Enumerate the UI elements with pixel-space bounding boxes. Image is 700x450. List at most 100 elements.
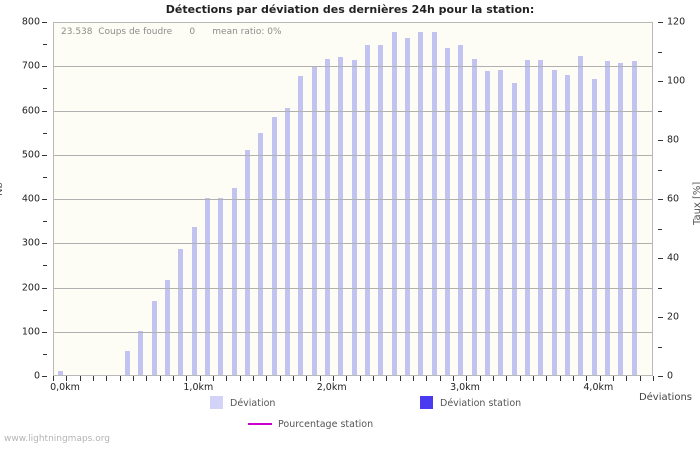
bar-series-deviation	[54, 23, 652, 375]
x-axis-tick	[399, 376, 401, 381]
bar	[58, 370, 64, 375]
bar	[151, 300, 157, 375]
legend-swatch	[210, 396, 223, 409]
x-axis-tick-label: 0,0km	[50, 382, 80, 393]
grid-line	[54, 199, 652, 200]
x-axis-tick	[146, 376, 148, 381]
bar	[631, 60, 637, 375]
bar	[271, 117, 277, 375]
chart-annotation: 23.538 Coups de foudre 0 mean ratio: 0%	[61, 27, 282, 37]
x-axis-tick-label: 3,0km	[450, 382, 480, 393]
x-axis-tick	[386, 376, 388, 381]
bar	[564, 75, 570, 375]
bar	[578, 56, 584, 375]
y-axis-left-minor-tick	[43, 88, 47, 90]
y-axis-left-tick	[42, 199, 47, 200]
y-axis-left-tick	[42, 154, 47, 156]
bar	[458, 45, 464, 375]
chart-legend: Déviation Déviation station Pourcentage st…	[0, 392, 700, 437]
x-axis-tick	[213, 376, 214, 381]
x-axis-tick	[359, 376, 361, 381]
x-axis-tick	[439, 376, 441, 381]
x-axis-tick	[333, 376, 334, 381]
x-axis-title: Déviations	[638, 392, 692, 403]
y-axis-right-minor-tick	[658, 228, 662, 230]
bar	[618, 63, 624, 375]
y-axis-left-tick	[42, 331, 47, 333]
y-axis-right-tick	[658, 317, 663, 318]
bar	[244, 150, 250, 375]
y-axis-left-tick	[42, 22, 47, 23]
y-axis-left-tick-label: 800	[21, 16, 40, 28]
bar	[218, 198, 224, 375]
y-axis-left-tick	[42, 243, 47, 245]
x-axis-tick	[493, 376, 494, 381]
y-axis-right-minor-tick	[658, 169, 662, 171]
bar	[311, 66, 317, 375]
y-axis-left-tick-label: 200	[21, 282, 40, 293]
x-axis-tick	[266, 376, 268, 381]
x-axis-tick	[239, 376, 241, 381]
y-axis-left-minor-tick	[43, 353, 47, 355]
x-axis-tick	[599, 376, 601, 381]
bar	[551, 69, 557, 375]
x-axis-tick	[533, 376, 534, 381]
x-axis-tick	[226, 376, 228, 381]
x-axis-tick	[133, 376, 134, 381]
x-axis-tick	[159, 376, 161, 381]
bar	[444, 47, 450, 375]
x-axis-tick	[186, 376, 188, 381]
bar	[258, 132, 264, 375]
y-axis-left-minor-tick	[43, 265, 47, 267]
bar	[231, 188, 237, 375]
plot-area: 23.538 Coups de foudre 0 mean ratio: 0%	[53, 22, 653, 376]
bar	[124, 350, 130, 375]
bar	[431, 32, 437, 375]
bar	[164, 279, 170, 375]
y-axis-left-tick-label: 400	[21, 193, 40, 205]
y-axis-left-tick-label: 300	[21, 237, 40, 249]
x-axis-tick	[626, 376, 628, 381]
y-axis-left-tick-label: 600	[21, 105, 40, 116]
y-axis-right-tick-label: 120	[667, 16, 686, 28]
x-axis-tick	[506, 376, 508, 381]
bar	[524, 59, 530, 375]
x-axis-tick	[93, 376, 94, 381]
y-axis-right-tick-label: 40	[667, 252, 680, 264]
x-axis-tick-label: 4,0km	[583, 382, 614, 393]
x-axis-tick	[279, 376, 281, 381]
x-axis-tick	[573, 376, 574, 381]
x-axis-tick	[546, 376, 548, 381]
bar	[378, 45, 384, 375]
y-axis-right-minor-tick	[658, 51, 662, 53]
x-axis-tick	[413, 376, 414, 381]
y-axis-right-tick-label: 20	[667, 311, 680, 323]
y-axis-right-tick	[658, 258, 663, 259]
x-axis-tick	[653, 376, 654, 381]
x-axis-tick	[106, 376, 108, 381]
watermark: www.lightningmaps.org	[4, 434, 110, 444]
x-axis-tick	[479, 376, 481, 381]
x-axis-tick-label: 2,0km	[316, 382, 347, 393]
grid-line	[54, 110, 652, 112]
y-axis-left-tick-label: 500	[21, 149, 40, 161]
x-axis-tick	[173, 376, 174, 381]
legend-label: Déviation	[230, 398, 276, 409]
x-axis-tick	[586, 376, 588, 381]
y-axis-right-tick-label: 100	[667, 75, 686, 87]
bar	[351, 59, 357, 375]
x-axis-tick	[559, 376, 561, 381]
bar	[538, 59, 544, 375]
y-axis-right-title: Taux [%]	[692, 181, 700, 225]
bar	[338, 57, 344, 375]
y-axis-right-tick	[658, 81, 663, 82]
y-axis-left-tick	[42, 287, 47, 289]
y-axis-right-tick	[658, 376, 663, 377]
grid-line	[54, 66, 652, 68]
y-axis-right-tick-label: 0	[667, 370, 674, 382]
x-axis-tick	[53, 376, 54, 381]
x-axis-tick	[306, 376, 308, 381]
x-axis-tick	[293, 376, 294, 381]
y-axis-right-minor-tick	[658, 287, 662, 289]
